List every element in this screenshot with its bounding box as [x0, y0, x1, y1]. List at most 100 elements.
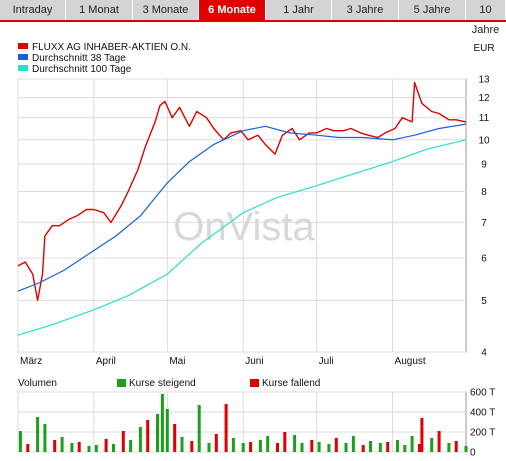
volume-bar-rising	[403, 445, 407, 452]
volume-bar-falling	[437, 431, 441, 452]
volume-bar-falling	[121, 431, 125, 452]
volume-bar-rising	[36, 417, 40, 452]
tab-3-jahre[interactable]: 3 Jahre	[332, 0, 399, 20]
volume-bar-rising	[165, 409, 169, 452]
volume-bar-rising	[369, 441, 372, 452]
volume-bar-falling	[386, 442, 390, 452]
currency-label: EUR	[473, 43, 494, 54]
time-range-tabs: Intraday 1 Monat 3 Monate 6 Monate 1 Jahr 3 J…	[0, 0, 506, 36]
legend-item: Durchschnitt 100 Tage	[32, 64, 132, 75]
volume-bar-rising	[112, 444, 115, 452]
month-tick-label: Juni	[245, 356, 263, 367]
month-tick-label: Juli	[319, 356, 334, 367]
volume-bar-rising	[327, 444, 331, 452]
volume-bar-rising	[87, 446, 91, 452]
price-y-tick: 11	[479, 113, 490, 124]
volume-y-tick: 600 T	[470, 388, 495, 399]
stock-chart: FLUXX AG INHABER-AKTIEN O.N.Durchschnitt…	[17, 42, 495, 459]
volume-bar-falling	[276, 443, 279, 452]
average-100-line	[17, 139, 467, 336]
volume-bar-rising	[410, 436, 414, 452]
volume-bar-falling	[418, 444, 421, 452]
price-y-tick: 5	[481, 296, 487, 307]
volume-bar-falling	[224, 404, 228, 452]
price-y-tick: 9	[481, 160, 487, 171]
price-line	[17, 81, 467, 301]
volume-bar-falling	[173, 424, 177, 452]
volume-bar-rising	[70, 443, 74, 452]
volume-bar-falling	[214, 434, 218, 452]
volume-bar-rising	[129, 440, 133, 452]
tab-10-jahre[interactable]: 10 Jahre	[466, 0, 506, 36]
volume-y-tick: 0	[470, 448, 476, 459]
tab-1-monat[interactable]: 1 Monat	[66, 0, 133, 20]
tab-6-monate[interactable]: 6 Monate	[199, 0, 266, 20]
volume-bar-rising	[317, 442, 321, 452]
price-y-tick: 13	[478, 75, 490, 86]
volume-bar-rising	[266, 436, 270, 452]
volume-bar-rising	[447, 443, 451, 452]
volume-legend-swatch	[250, 379, 259, 387]
volume-bar-rising	[43, 424, 47, 452]
month-tick-label: Mai	[169, 356, 185, 367]
volume-y-tick: 200 T	[470, 428, 495, 439]
volume-bar-rising	[180, 437, 184, 452]
volume-bar-rising	[231, 438, 235, 452]
volume-bar-rising	[138, 427, 142, 452]
volume-legend-swatch	[117, 379, 126, 387]
tab-intraday[interactable]: Intraday	[0, 0, 66, 20]
price-plot-frame	[17, 78, 467, 353]
volume-bar-rising	[258, 440, 262, 452]
volume-bar-falling	[334, 438, 338, 452]
volume-bar-falling	[26, 444, 30, 452]
price-y-tick: 6	[481, 254, 487, 265]
volume-bar-rising	[300, 443, 304, 452]
legend-swatch	[18, 65, 28, 71]
volume-title: Volumen	[18, 378, 57, 389]
legend-item: Durchschnitt 38 Tage	[32, 53, 126, 64]
volume-bar-rising	[293, 435, 297, 452]
month-tick-label: August	[395, 356, 426, 367]
volume-bar-rising	[160, 394, 164, 452]
volume-bar-falling	[283, 432, 287, 452]
volume-bar-falling	[146, 420, 150, 452]
price-y-tick: 10	[478, 135, 490, 146]
volume-bar-rising	[156, 414, 159, 452]
volume-bar-rising	[60, 437, 64, 452]
volume-bar-rising	[241, 443, 245, 452]
volume-bar-rising	[378, 443, 382, 452]
volume-bar-falling	[77, 442, 81, 452]
legend-swatch	[18, 54, 28, 60]
volume-y-tick: 400 T	[470, 408, 495, 419]
volume-bar-rising	[351, 436, 355, 452]
volume-bar-rising	[396, 440, 399, 452]
volume-bar-rising	[197, 405, 201, 452]
volume-legend-item: Kurse fallend	[262, 378, 320, 389]
volume-bar-rising	[344, 443, 348, 452]
legend-item: FLUXX AG INHABER-AKTIEN O.N.	[32, 42, 191, 53]
legend-swatch	[18, 43, 28, 49]
month-tick-label: April	[96, 356, 116, 367]
volume-bar-rising	[18, 431, 22, 452]
volume-bar-rising	[207, 443, 211, 452]
tab-5-jahre[interactable]: 5 Jahre	[399, 0, 466, 20]
volume-bar-falling	[104, 439, 108, 452]
price-y-tick: 4	[481, 348, 487, 359]
volume-bar-falling	[454, 441, 458, 452]
volume-bar-falling	[310, 440, 314, 452]
price-y-tick: 8	[481, 187, 487, 198]
volume-bar-falling	[249, 442, 253, 452]
tab-1-jahr[interactable]: 1 Jahr	[266, 0, 332, 20]
price-y-tick: 12	[478, 93, 490, 104]
volume-bar-falling	[361, 445, 365, 452]
volume-bar-rising	[464, 446, 468, 452]
price-y-tick: 7	[481, 218, 487, 229]
average-38-line	[17, 123, 467, 292]
volume-bar-falling	[190, 441, 194, 452]
month-tick-label: März	[20, 356, 42, 367]
volume-legend-item: Kurse steigend	[129, 378, 196, 389]
tab-3-monate[interactable]: 3 Monate	[133, 0, 199, 20]
volume-bar-rising	[430, 438, 434, 452]
volume-bar-falling	[420, 418, 424, 452]
